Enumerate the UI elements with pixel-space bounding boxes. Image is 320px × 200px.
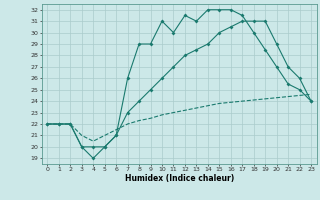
X-axis label: Humidex (Indice chaleur): Humidex (Indice chaleur) <box>124 174 234 183</box>
